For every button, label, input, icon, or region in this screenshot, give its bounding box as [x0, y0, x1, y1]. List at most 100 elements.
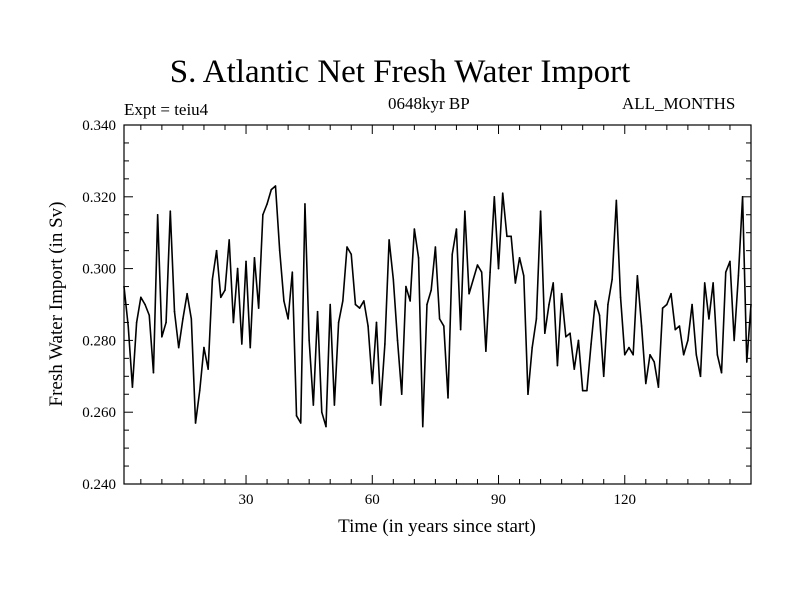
- data-point: [569, 332, 571, 335]
- data-point: [737, 274, 740, 277]
- data-point: [430, 289, 432, 291]
- data-point: [661, 307, 664, 309]
- period-label: 0648kyr BP: [388, 94, 470, 113]
- data-point: [409, 300, 411, 302]
- data-point: [602, 375, 605, 378]
- data-point: [379, 404, 382, 406]
- data-point: [190, 318, 193, 320]
- data-point: [443, 325, 445, 327]
- data-point: [375, 321, 378, 324]
- data-point: [131, 386, 134, 388]
- data-point: [219, 296, 222, 299]
- data-point: [396, 339, 399, 342]
- data-point: [480, 271, 483, 273]
- data-point: [581, 389, 584, 392]
- data-point: [371, 382, 374, 385]
- experiment-label: Expt = teiu4: [124, 100, 209, 119]
- data-point: [695, 353, 698, 356]
- data-point: [666, 303, 668, 306]
- months-label: ALL_MONTHS: [622, 94, 736, 113]
- data-points: [123, 185, 752, 428]
- data-point: [384, 343, 386, 345]
- data-point: [560, 292, 563, 295]
- data-point: [459, 328, 462, 331]
- data-point: [729, 260, 731, 263]
- data-point: [249, 346, 252, 349]
- data-point: [232, 321, 235, 324]
- data-point: [615, 199, 618, 202]
- data-point: [527, 393, 529, 396]
- data-point: [203, 346, 205, 349]
- data-point: [674, 328, 677, 331]
- data-point: [236, 267, 239, 270]
- data-point: [678, 325, 681, 327]
- data-point: [522, 274, 525, 277]
- series-line: [123, 185, 752, 428]
- data-point: [283, 300, 285, 302]
- data-point: [156, 213, 159, 216]
- x-tick-labels: 30 60 90 120: [239, 492, 636, 508]
- data-point: [548, 303, 550, 306]
- data-point: [417, 257, 420, 259]
- data-point: [266, 203, 268, 205]
- data-point: [253, 257, 256, 259]
- data-point: [320, 411, 323, 414]
- data-point: [657, 386, 660, 388]
- data-point: [299, 422, 302, 424]
- data-point: [653, 361, 656, 363]
- data-point: [270, 188, 273, 191]
- y-axis-label: Fresh Water Import (in Sv): [46, 202, 67, 407]
- data-point: [489, 271, 491, 273]
- data-point: [198, 389, 201, 392]
- data-point: [451, 253, 454, 256]
- data-point: [699, 375, 702, 378]
- data-point: [724, 271, 727, 273]
- data-point: [257, 307, 260, 309]
- data-point: [207, 368, 209, 370]
- data-point: [741, 196, 744, 198]
- data-point: [733, 339, 735, 342]
- data-point: [392, 278, 395, 281]
- data-point: [337, 321, 340, 324]
- data-point: [636, 274, 639, 277]
- data-point: [518, 257, 521, 259]
- data-point: [708, 318, 710, 320]
- y-tick-label: 0.320: [82, 190, 116, 206]
- data-point: [472, 278, 475, 281]
- data-point: [501, 192, 504, 195]
- data-point: [333, 404, 336, 406]
- data-point: [556, 364, 559, 367]
- data-point: [598, 314, 601, 317]
- data-point: [421, 425, 424, 428]
- data-point: [434, 246, 437, 248]
- y-tick-label: 0.240: [82, 477, 116, 493]
- data-point: [295, 414, 298, 417]
- data-point: [464, 210, 466, 212]
- data-point: [367, 325, 369, 327]
- data-point: [186, 292, 188, 295]
- data-point: [144, 303, 146, 306]
- data-point: [455, 228, 458, 230]
- data-point: [590, 343, 592, 345]
- data-point: [161, 336, 163, 338]
- data-point: [640, 325, 643, 327]
- data-point: [535, 318, 538, 320]
- data-point: [278, 249, 281, 252]
- data-point: [140, 296, 142, 299]
- data-point: [485, 350, 487, 352]
- chart-title: S. Atlantic Net Fresh Water Import: [169, 54, 631, 90]
- data-point: [628, 346, 630, 349]
- data-point: [194, 422, 197, 424]
- data-point: [127, 325, 130, 327]
- data-point: [468, 292, 470, 295]
- data-point: [438, 318, 441, 320]
- data-point: [426, 303, 428, 306]
- data-point: [148, 314, 151, 317]
- data-point: [304, 203, 306, 205]
- x-tick-label: 90: [491, 492, 506, 508]
- data-point: [274, 185, 277, 187]
- x-tick-label: 30: [239, 492, 254, 508]
- data-point: [687, 339, 689, 342]
- data-point: [363, 300, 365, 302]
